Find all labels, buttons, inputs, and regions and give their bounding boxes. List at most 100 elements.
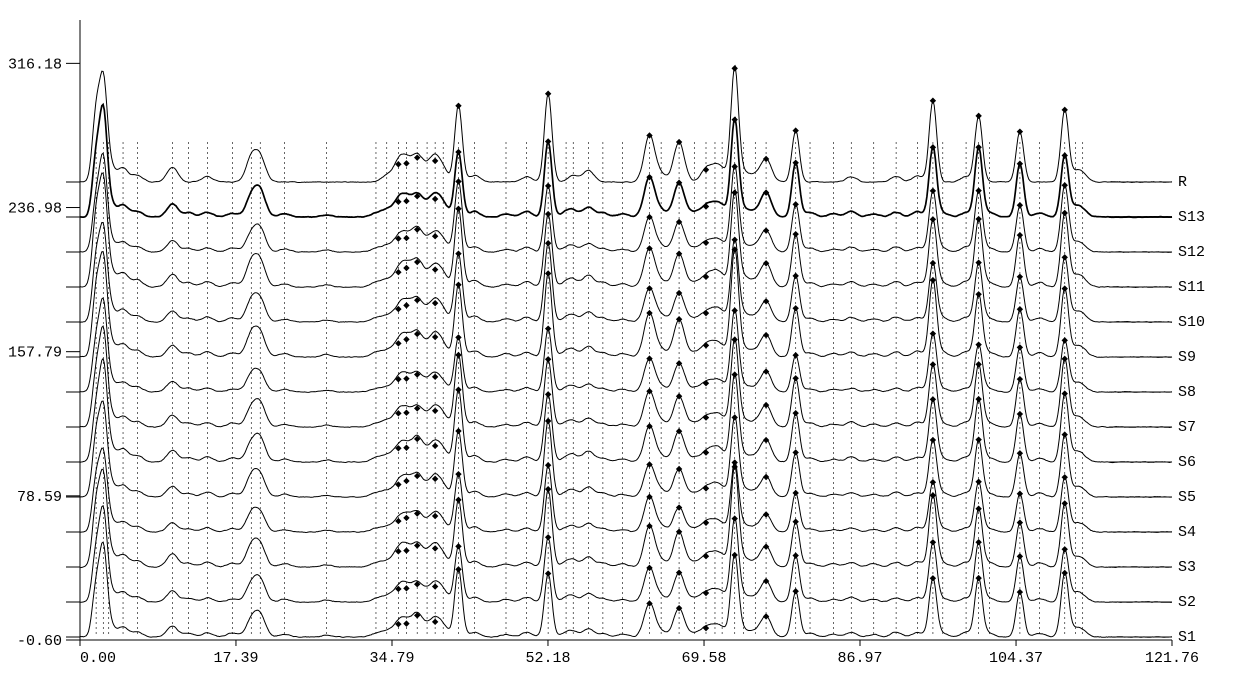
peak-marker	[930, 98, 936, 104]
trace-R	[80, 66, 1172, 182]
peak-marker	[403, 375, 409, 381]
peak-marker	[930, 188, 936, 194]
peak-marker	[403, 620, 409, 626]
peak-marker	[930, 437, 936, 443]
trace-label: S6	[1178, 454, 1196, 471]
peak-marker	[975, 259, 981, 265]
peak-marker	[1062, 182, 1068, 188]
peak-marker	[455, 497, 461, 503]
trace-S8	[80, 298, 1172, 392]
peak-marker	[545, 534, 551, 540]
x-tick-label: 86.97	[837, 650, 882, 667]
peak-marker	[930, 330, 936, 336]
trace-S7	[80, 326, 1172, 427]
peak-marker	[703, 590, 709, 596]
peak-marker	[1062, 500, 1068, 506]
peak-marker	[455, 149, 461, 155]
peak-marker	[731, 237, 737, 243]
trace-S5	[80, 401, 1172, 497]
peak-marker	[432, 300, 438, 306]
peak-marker	[731, 189, 737, 195]
peak-marker	[545, 462, 551, 468]
peak-marker	[975, 575, 981, 581]
peak-marker	[703, 240, 709, 246]
peak-marker	[1017, 274, 1023, 280]
trace-label: S3	[1178, 559, 1196, 576]
peak-marker	[1062, 546, 1068, 552]
peak-marker	[545, 325, 551, 331]
peak-marker	[975, 506, 981, 512]
peak-marker	[975, 539, 981, 545]
peak-marker	[1017, 450, 1023, 456]
peak-marker	[975, 396, 981, 402]
peak-marker	[792, 201, 798, 207]
peak-marker	[432, 334, 438, 340]
peak-marker	[432, 374, 438, 380]
peak-marker	[1062, 285, 1068, 291]
peak-marker	[545, 240, 551, 246]
peak-marker	[455, 387, 461, 393]
peak-marker	[731, 307, 737, 313]
peak-marker	[731, 515, 737, 521]
peak-marker	[455, 334, 461, 340]
peak-marker	[703, 203, 709, 209]
peak-marker	[455, 566, 461, 572]
peak-marker	[432, 408, 438, 414]
peak-marker	[455, 103, 461, 109]
trace-label: R	[1178, 174, 1187, 191]
peak-marker	[455, 428, 461, 434]
trace-label: S7	[1178, 419, 1196, 436]
peak-marker	[403, 478, 409, 484]
peak-marker	[1017, 553, 1023, 559]
trace-S2	[80, 506, 1172, 603]
trace-label: S4	[1178, 524, 1196, 541]
peak-marker	[403, 265, 409, 271]
peak-marker	[1062, 254, 1068, 260]
peak-marker	[731, 552, 737, 558]
peak-marker	[975, 216, 981, 222]
y-tick-label: 236.98	[8, 201, 62, 218]
peak-marker	[731, 163, 737, 169]
peak-marker	[703, 449, 709, 455]
peak-marker	[403, 515, 409, 521]
peak-marker	[455, 282, 461, 288]
peak-marker	[1017, 161, 1023, 167]
peak-marker	[792, 490, 798, 496]
trace-S12	[80, 153, 1172, 252]
peak-marker	[1062, 356, 1068, 362]
peak-marker	[432, 233, 438, 239]
y-tick-label: -0.60	[17, 633, 62, 650]
peak-marker	[1062, 390, 1068, 396]
peak-marker	[703, 310, 709, 316]
trace-label: S8	[1178, 384, 1196, 401]
x-tick-label: 17.39	[213, 650, 258, 667]
peak-marker	[1017, 232, 1023, 238]
peak-marker	[731, 414, 737, 420]
peak-marker	[455, 178, 461, 184]
peak-marker	[432, 158, 438, 164]
peak-marker	[432, 196, 438, 202]
peak-marker	[975, 361, 981, 367]
peak-marker	[792, 273, 798, 279]
peak-marker	[403, 585, 409, 591]
peak-marker	[792, 231, 798, 237]
peak-marker	[455, 250, 461, 256]
peak-marker	[975, 291, 981, 297]
trace-label: S13	[1178, 209, 1205, 226]
peak-marker	[403, 160, 409, 166]
peak-marker	[930, 396, 936, 402]
peak-marker	[432, 545, 438, 551]
peak-marker	[1062, 474, 1068, 480]
peak-marker	[731, 65, 737, 71]
peak-marker	[455, 352, 461, 358]
peak-marker	[930, 277, 936, 283]
trace-label: S10	[1178, 314, 1205, 331]
peak-marker	[545, 90, 551, 96]
peak-marker	[1062, 210, 1068, 216]
trace-S4	[80, 448, 1172, 532]
peak-marker	[432, 619, 438, 625]
peak-marker	[1062, 570, 1068, 576]
trace-label: S2	[1178, 594, 1196, 611]
peak-marker	[403, 235, 409, 241]
peak-marker	[1017, 519, 1023, 525]
